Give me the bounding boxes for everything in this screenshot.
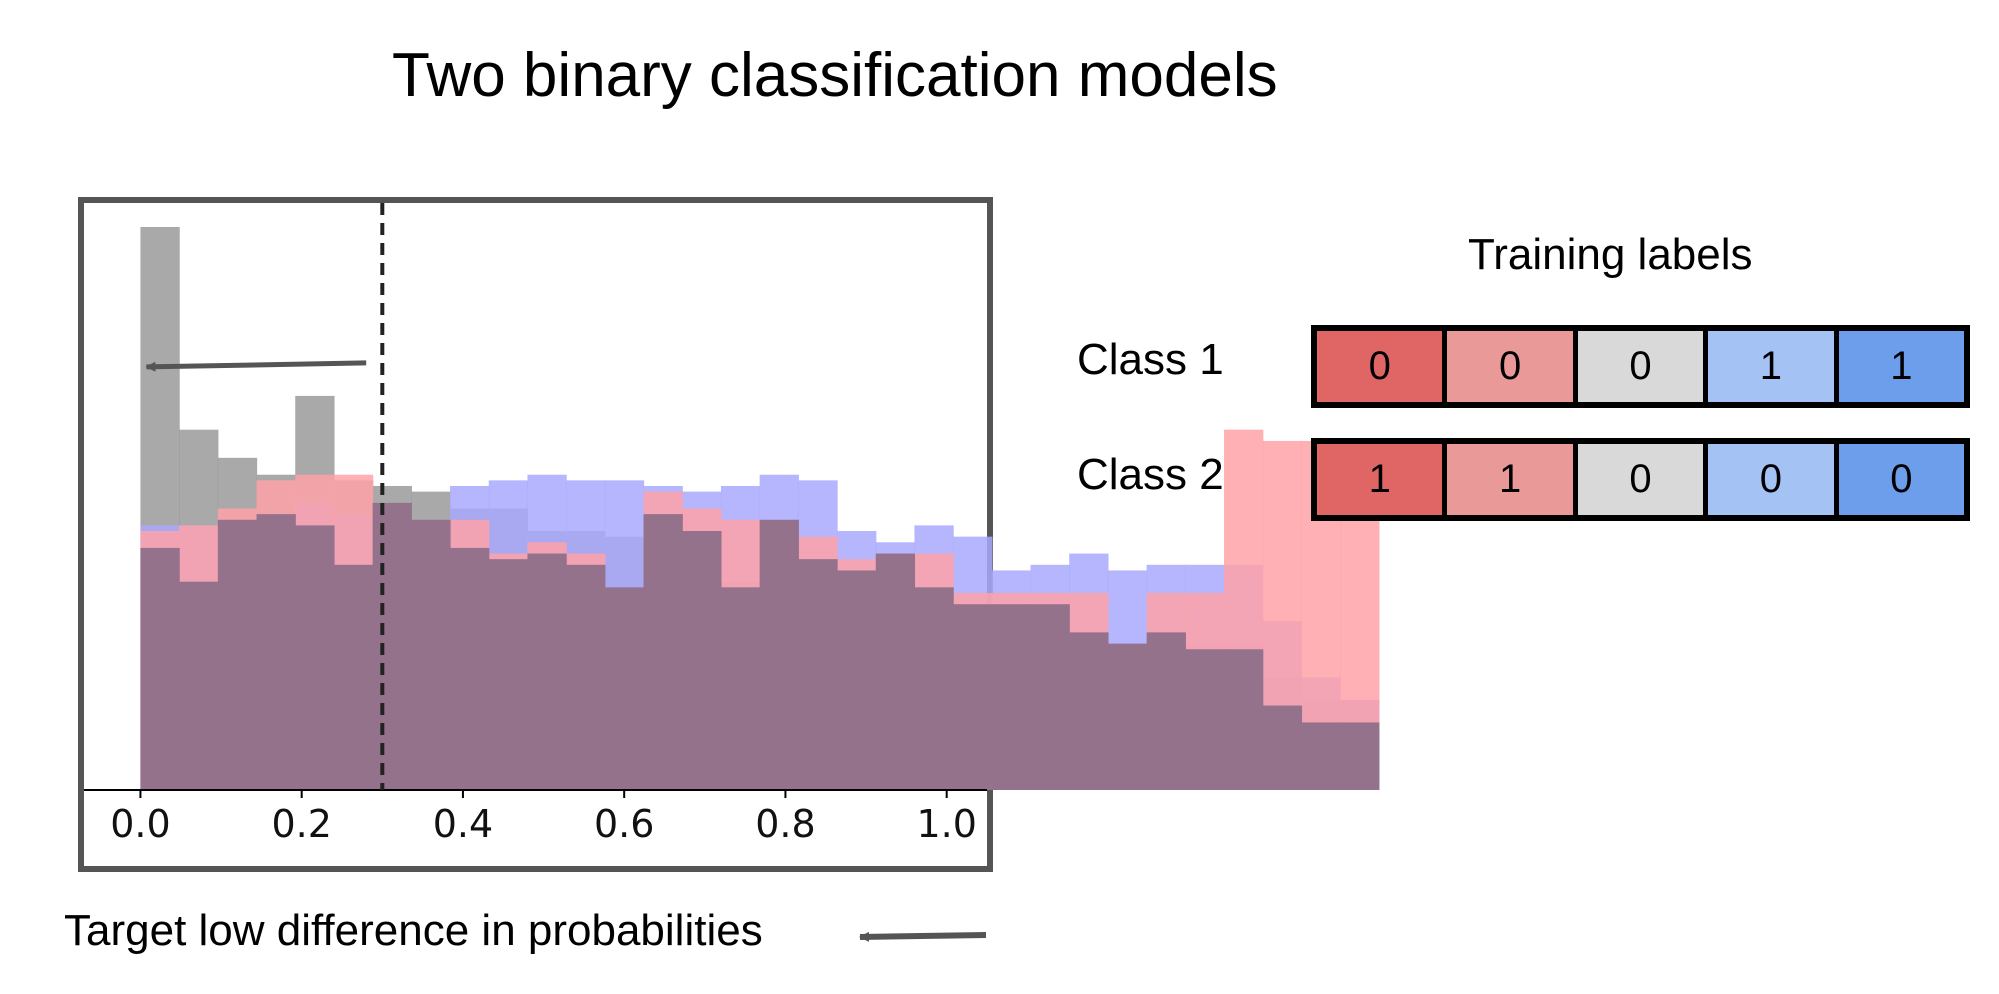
hist-bar-overlap: [1107, 643, 1148, 790]
label-cell: 0: [1708, 444, 1834, 515]
hist-bar-overlap: [1301, 722, 1341, 790]
class-2-label-row: 1 1 0 0 0: [1311, 438, 1970, 521]
x-tick-label: 0.0: [110, 802, 170, 846]
x-axis-ticks: 0.0 0.2 0.4 0.6 0.8 1.0: [110, 790, 977, 846]
class-1-label: Class 1: [1077, 335, 1224, 384]
hist-bar-overlap: [1185, 649, 1225, 790]
hist-bar-overlap: [682, 531, 722, 790]
caption-text: Target low difference in probabilities: [64, 906, 763, 955]
x-tick-label: 0.2: [271, 802, 331, 846]
hist-bar-overlap: [798, 559, 838, 790]
hist-bar-overlap: [1069, 632, 1109, 790]
hist-bar-overlap: [1146, 632, 1186, 790]
histogram-bars: [140, 227, 1380, 790]
hist-bar-overlap: [604, 587, 645, 790]
hist-bar-overlap: [333, 564, 374, 790]
hist-bar-overlap: [1262, 705, 1303, 790]
label-cell: 1: [1838, 331, 1965, 402]
caption-arrow: [859, 931, 987, 942]
hist-bar-overlap: [643, 514, 683, 790]
hist-bar-overlap: [1340, 722, 1380, 790]
label-cell: 1: [1317, 444, 1443, 515]
label-cell: 0: [1577, 444, 1704, 515]
hist-bar-overlap: [1030, 604, 1070, 790]
label-cell: 0: [1317, 331, 1443, 402]
hist-bar-overlap: [488, 559, 529, 790]
class-2-label: Class 2: [1077, 450, 1224, 499]
label-cell: 1: [1708, 331, 1834, 402]
hist-bar-overlap: [217, 519, 258, 790]
label-cell: 0: [1577, 331, 1704, 402]
hist-bar-overlap: [875, 553, 916, 790]
hist-bar-overlap: [411, 519, 451, 790]
shift-left-arrow: [145, 360, 367, 372]
x-tick-label: 0.6: [594, 802, 654, 846]
hist-bar-overlap: [566, 564, 606, 790]
hist-bar-overlap: [991, 604, 1032, 790]
hist-bar-overlap: [759, 519, 799, 790]
training-labels-title: Training labels: [1468, 230, 1753, 279]
figure-title: Two binary classification models: [392, 41, 1278, 110]
hist-bar-overlap: [372, 502, 412, 790]
hist-bar-overlap: [256, 514, 296, 790]
hist-bar-overlap: [450, 547, 490, 790]
hist-bar-overlap: [953, 604, 993, 790]
hist-bar-overlap: [837, 570, 877, 790]
hist-bar-overlap: [140, 547, 180, 790]
hist-bar-overlap: [1224, 649, 1264, 790]
label-cell: 1: [1447, 444, 1573, 515]
hist-bar-overlap: [720, 587, 761, 790]
hist-bar-overlap: [295, 525, 335, 790]
class-1-label-row: 0 0 0 1 1: [1311, 325, 1970, 408]
label-cell: 0: [1838, 444, 1965, 515]
x-tick-label: 0.8: [755, 802, 815, 846]
x-tick-label: 0.4: [433, 802, 493, 846]
x-tick-label: 1.0: [916, 802, 976, 846]
label-cell: 0: [1447, 331, 1573, 402]
hist-bar-overlap: [527, 553, 567, 790]
hist-bar-overlap: [914, 587, 954, 790]
hist-bar-overlap: [179, 581, 219, 790]
